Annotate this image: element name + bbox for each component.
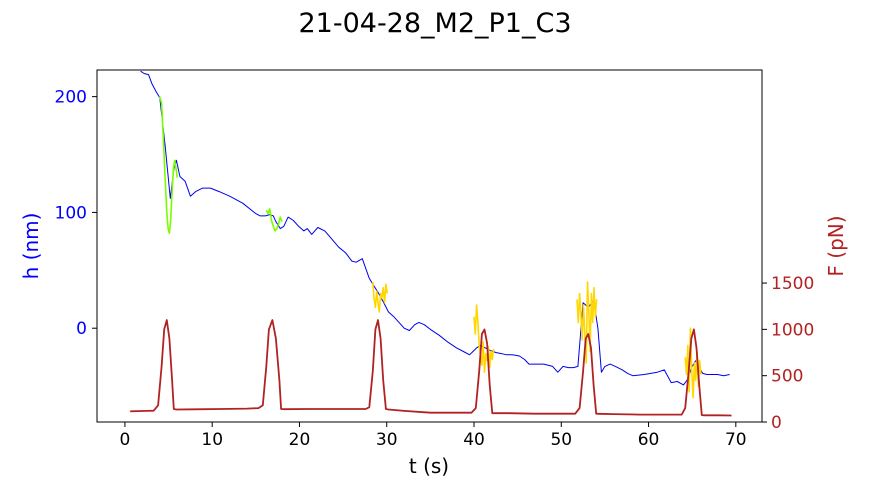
x-tick-label: 40 — [463, 430, 485, 450]
left-y-tick-label: 0 — [76, 319, 87, 339]
right-y-tick-label: 0 — [771, 413, 782, 433]
x-tick-label: 30 — [376, 430, 398, 450]
right-y-axis-ticks: 0 500 1000 1500 — [762, 274, 814, 433]
x-tick-label: 50 — [550, 430, 572, 450]
left-y-axis-ticks: 0 100 200 — [55, 88, 97, 339]
plot-frame — [96, 69, 763, 423]
height-series-line-5 — [576, 281, 598, 364]
x-tick-label: 10 — [201, 430, 223, 450]
height-series-line-4 — [473, 304, 495, 374]
right-y-tick-label: 1500 — [771, 274, 814, 294]
left-y-axis-label: h (nm) — [19, 213, 43, 280]
left-y-tick-label: 100 — [55, 203, 87, 223]
x-tick-label: 20 — [289, 430, 311, 450]
force-series-line-7 — [130, 319, 732, 417]
x-tick-label: 60 — [638, 430, 660, 450]
height-series-line-0 — [140, 70, 730, 386]
series-layer — [130, 70, 732, 417]
x-tick-label: 0 — [120, 430, 131, 450]
height-series-line-2 — [265, 208, 283, 232]
height-series-line-1 — [159, 96, 179, 235]
right-y-tick-label: 500 — [771, 367, 803, 387]
right-y-tick-label: 1000 — [771, 320, 814, 340]
height-series-line-3 — [372, 281, 388, 313]
x-tick-label: 70 — [725, 430, 747, 450]
right-y-axis-label: F (pN) — [824, 215, 848, 276]
x-axis-ticks: 0 10 20 30 40 50 60 70 — [120, 422, 747, 450]
left-y-tick-label: 200 — [55, 88, 87, 108]
chart-title: 21-04-28_M2_P1_C3 — [298, 8, 571, 39]
height-series-line-6 — [684, 327, 702, 399]
x-axis-label: t (s) — [409, 454, 449, 478]
